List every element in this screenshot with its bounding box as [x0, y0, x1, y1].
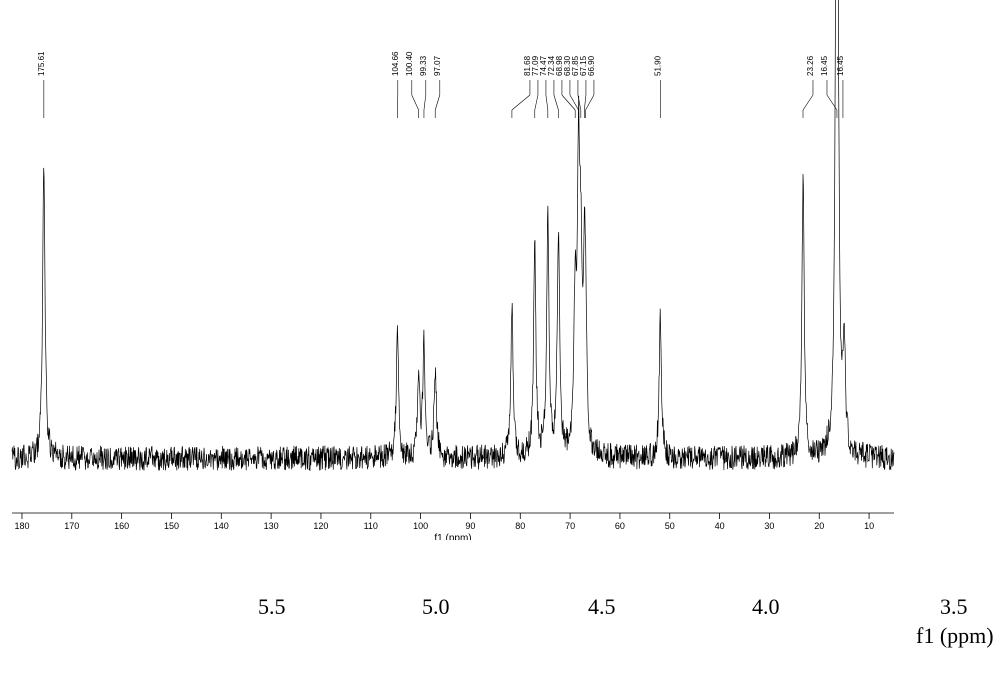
- x-tick-label: 20: [814, 521, 824, 531]
- x-tick-label: 170: [64, 521, 79, 531]
- peak-marker: [562, 80, 575, 118]
- peak-label: 23.26: [806, 55, 815, 76]
- peak-label: 16.45: [836, 55, 845, 76]
- peak-marker: [570, 80, 579, 118]
- peak-marker: [803, 80, 813, 118]
- x-tick-label: 110: [364, 521, 378, 531]
- x-tick-label: 90: [465, 521, 475, 531]
- secondary-axis-tick-label: 5.5: [258, 594, 286, 620]
- x-tick-label: 120: [313, 521, 328, 531]
- peak-marker: [412, 80, 419, 118]
- peak-label: 104.66: [391, 51, 400, 76]
- secondary-axis-tick-label: 4.0: [752, 594, 780, 620]
- peak-label: 66.90: [587, 55, 596, 76]
- secondary-axis-tick-label: 3.5: [940, 594, 968, 620]
- x-tick-label: 140: [214, 521, 229, 531]
- peak-label: 16.45: [820, 55, 829, 76]
- x-tick-label: 60: [615, 521, 625, 531]
- peak-marker: [435, 80, 440, 118]
- x-tick-label: 80: [515, 521, 525, 531]
- x-tick-label: 100: [413, 521, 428, 531]
- secondary-axis-title: f1 (ppm): [916, 623, 994, 649]
- peak-marker: [554, 80, 559, 118]
- x-tick-label: 150: [164, 521, 179, 531]
- peak-label: 175.61: [37, 51, 46, 76]
- peak-marker: [424, 80, 426, 118]
- peak-marker: [546, 80, 548, 118]
- x-tick-label: 70: [565, 521, 575, 531]
- peak-marker: [586, 80, 594, 118]
- x-tick-label: 30: [764, 521, 774, 531]
- spectrum-trace: [12, 0, 894, 471]
- secondary-axis-tick-label: 4.5: [588, 594, 616, 620]
- peak-label: 97.07: [433, 55, 442, 76]
- peak-label: 99.33: [419, 55, 428, 76]
- x-tick-label: 180: [14, 521, 29, 531]
- x-tick-label: 130: [264, 521, 279, 531]
- x-tick-label: 10: [864, 521, 874, 531]
- nmr-spectrum-svg: 180 170 160 150 140 130 120 110 100 90 80 70 60 50 40 3…: [0, 0, 1000, 540]
- peak-label: 51.90: [653, 55, 662, 76]
- secondary-axis-tick-label: 5.0: [422, 594, 450, 620]
- x-tick-label: 40: [715, 521, 725, 531]
- x-tick-label: 50: [665, 521, 675, 531]
- figure-root: 180 170 160 150 140 130 120 110 100 90 80 70 60 50 40 3…: [0, 0, 1000, 678]
- x-axis-title: f1 (ppm): [434, 533, 471, 540]
- peak-marker: [535, 80, 538, 118]
- peak-marker: [512, 80, 530, 118]
- peak-label: 100.40: [405, 51, 414, 76]
- x-tick-label: 160: [114, 521, 129, 531]
